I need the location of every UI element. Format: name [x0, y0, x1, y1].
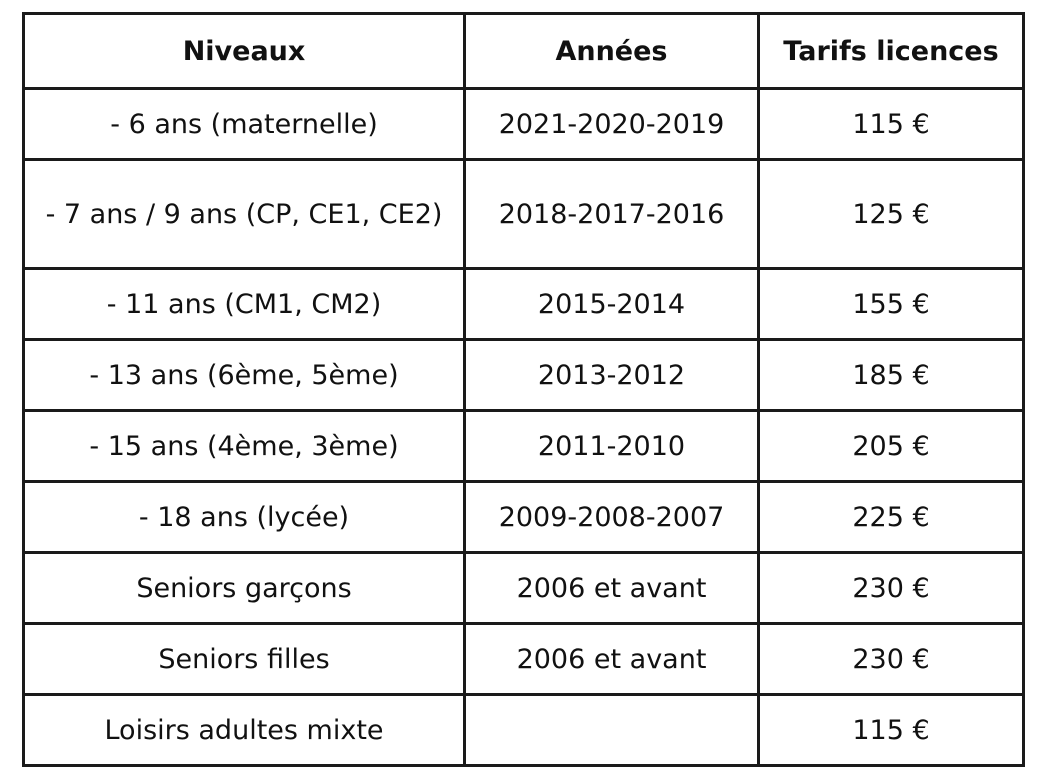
- license-fees-table: Niveaux Années Tarifs licences - 6 ans (…: [22, 12, 1025, 767]
- cell-tarif: 115 €: [757, 87, 1025, 161]
- table-row: Seniors filles 2006 et avant 230 €: [22, 622, 1025, 696]
- cell-niveau: - 18 ans (lycée): [22, 480, 466, 554]
- cell-tarif: 230 €: [757, 551, 1025, 625]
- cell-tarif: 115 €: [757, 693, 1025, 767]
- header-row: Niveaux Années Tarifs licences: [22, 12, 1025, 90]
- cell-niveau: - 11 ans (CM1, CM2): [22, 267, 466, 341]
- cell-niveau: Seniors garçons: [22, 551, 466, 625]
- table-row: - 6 ans (maternelle) 2021-2020-2019 115 …: [22, 87, 1025, 161]
- cell-niveau: - 7 ans / 9 ans (CP, CE1, CE2): [22, 158, 466, 270]
- table-row: - 15 ans (4ème, 3ème) 2011-2010 205 €: [22, 409, 1025, 483]
- cell-annees: 2009-2008-2007: [463, 480, 760, 554]
- cell-annees: 2015-2014: [463, 267, 760, 341]
- cell-annees: 2011-2010: [463, 409, 760, 483]
- cell-annees: 2006 et avant: [463, 622, 760, 696]
- cell-annees: 2018-2017-2016: [463, 158, 760, 270]
- cell-tarif: 155 €: [757, 267, 1025, 341]
- cell-niveau: - 6 ans (maternelle): [22, 87, 466, 161]
- table-row: - 13 ans (6ème, 5ème) 2013-2012 185 €: [22, 338, 1025, 412]
- table-row: - 7 ans / 9 ans (CP, CE1, CE2) 2018-2017…: [22, 158, 1025, 270]
- table-row: Loisirs adultes mixte 115 €: [22, 693, 1025, 767]
- header-tarifs: Tarifs licences: [757, 12, 1025, 90]
- table-row: Seniors garçons 2006 et avant 230 €: [22, 551, 1025, 625]
- cell-tarif: 225 €: [757, 480, 1025, 554]
- header-annees: Années: [463, 12, 760, 90]
- cell-annees: 2006 et avant: [463, 551, 760, 625]
- cell-tarif: 230 €: [757, 622, 1025, 696]
- cell-tarif: 125 €: [757, 158, 1025, 270]
- cell-niveau: - 15 ans (4ème, 3ème): [22, 409, 466, 483]
- cell-tarif: 185 €: [757, 338, 1025, 412]
- cell-niveau: - 13 ans (6ème, 5ème): [22, 338, 466, 412]
- cell-tarif: 205 €: [757, 409, 1025, 483]
- cell-annees: [463, 693, 760, 767]
- header-niveaux: Niveaux: [22, 12, 466, 90]
- cell-niveau: Loisirs adultes mixte: [22, 693, 466, 767]
- cell-annees: 2021-2020-2019: [463, 87, 760, 161]
- cell-niveau: Seniors filles: [22, 622, 466, 696]
- table-row: - 11 ans (CM1, CM2) 2015-2014 155 €: [22, 267, 1025, 341]
- table-row: - 18 ans (lycée) 2009-2008-2007 225 €: [22, 480, 1025, 554]
- cell-annees: 2013-2012: [463, 338, 760, 412]
